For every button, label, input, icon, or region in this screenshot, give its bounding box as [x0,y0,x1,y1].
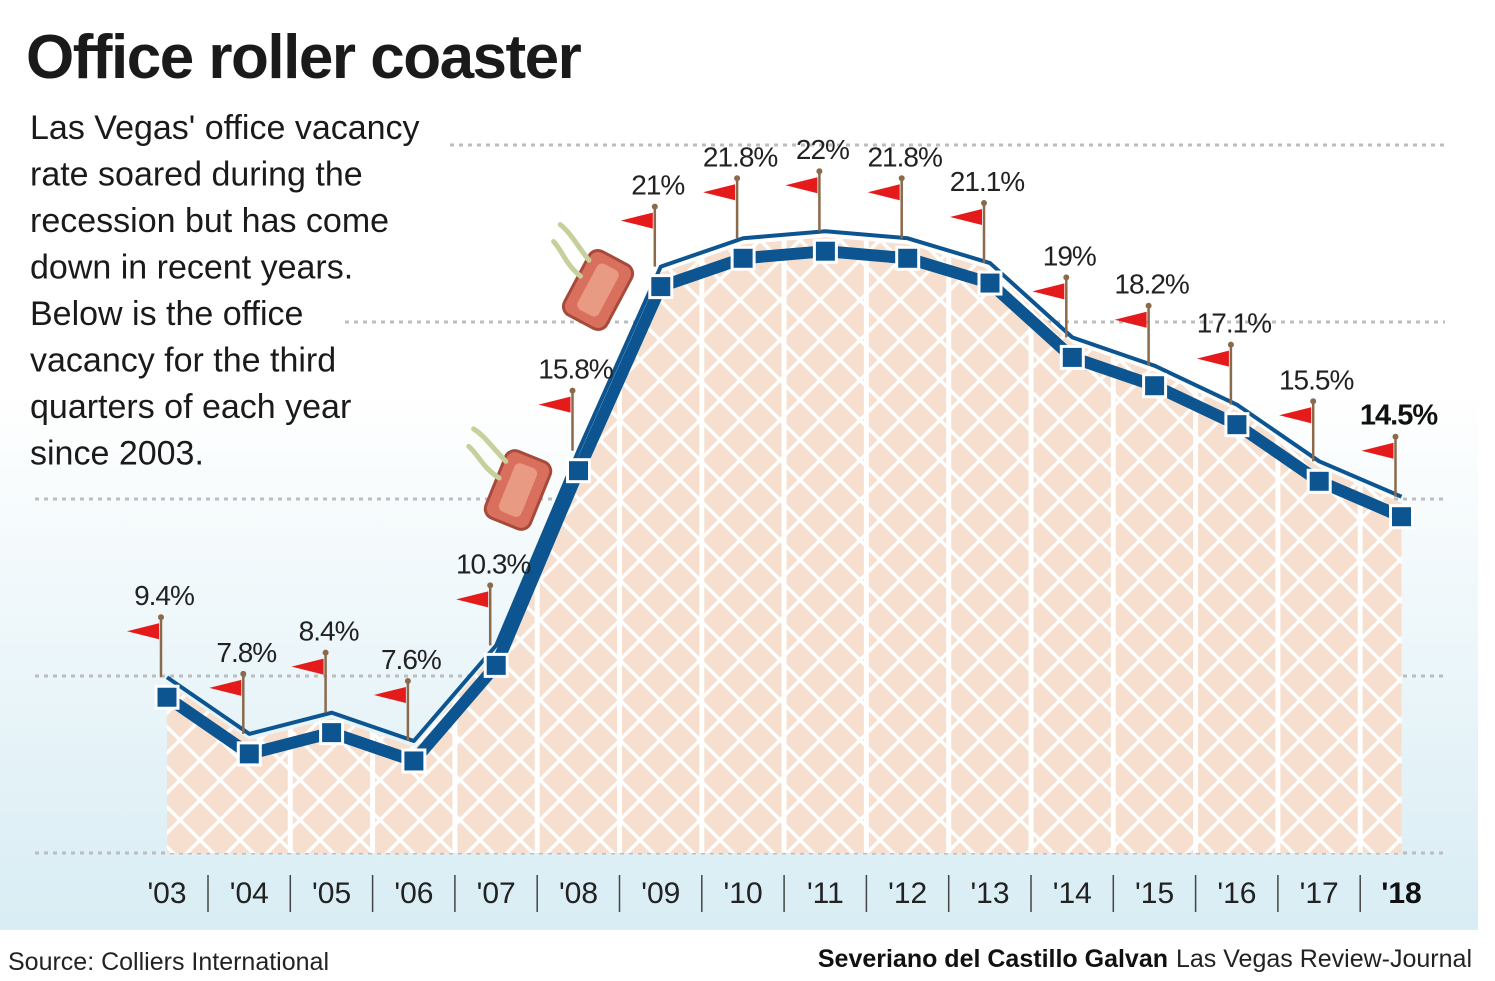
series-line-vacancy-rate [163,245,1404,767]
data-label: 22% [796,134,849,165]
x-tick-label: '16 [1217,877,1256,910]
data-point [648,274,674,300]
x-tick-label: '11 [807,877,844,910]
chart-title: Office roller coaster [26,23,582,92]
data-label: 21% [631,170,684,201]
x-tick-label: '08 [559,877,598,910]
coaster-car-icon [551,222,635,332]
flag-icon [950,200,987,264]
data-point [730,245,756,271]
credit-name: Severiano del Castillo Galvan [818,945,1168,973]
data-point [483,652,509,678]
series-line [163,229,1404,767]
description-line: down in recent years. [30,249,353,287]
flag-icon [1196,341,1234,405]
data-point [812,238,838,264]
x-tick-label: '15 [1135,877,1174,910]
data-point [895,245,921,271]
track-rail [165,229,1403,743]
data-point [236,741,262,767]
x-tick-label: '03 [147,877,186,910]
flag-icon [620,203,658,267]
flag-icon [785,168,823,232]
flags [127,168,1399,741]
x-tick-label: '13 [970,877,1009,910]
data-point [1389,504,1414,530]
description-line: quarters of each year [30,388,351,426]
x-tick-label: '09 [641,877,680,910]
flag-icon [538,387,576,451]
data-markers [154,238,1414,774]
x-tick-label: '07 [477,877,516,910]
data-label: 15.5% [1279,364,1353,395]
data-label: 19% [1043,240,1096,271]
source-note: Source: Colliers International [8,948,329,976]
description-line: since 2003. [30,435,204,473]
data-point [154,684,180,710]
data-label: 9.4% [134,580,194,611]
description-line: recession but has come [30,202,389,240]
x-tick-label: '18 [1381,877,1422,910]
data-label: 18.2% [1114,269,1188,300]
chart-description: Las Vegas' office vacancy rate soared dur… [30,109,420,473]
flag-icon [291,649,329,713]
x-tick-label: '10 [724,877,763,910]
data-point [1142,373,1168,399]
data-labels: 9.4% 7.8% 8.4% 7.6% 10.3% 15.8% 21% 21.8% 22% 21.… [134,134,1439,675]
data-point [1224,412,1250,438]
description-line: vacancy for the third [30,342,336,380]
x-axis: '03 '04 '05 '06 '07 '08 '09 '10 '11 '12 '13 '14 '15 '… [147,875,1422,912]
flag-icon [1361,433,1399,497]
description-line: Las Vegas' office vacancy [30,109,420,147]
x-tick-label: '05 [312,877,351,910]
data-point [1059,344,1085,370]
data-label: 15.8% [538,354,612,385]
data-point [401,748,427,774]
x-tick-label: '04 [230,877,269,910]
data-point [1306,468,1332,494]
flag-icon [373,677,411,741]
flag-icon [1114,302,1152,366]
credit-org: Las Vegas Review-Journal [1176,945,1472,973]
x-tick-label: '14 [1053,877,1092,910]
data-point [566,458,591,484]
data-label: 21.1% [950,166,1024,197]
data-point [319,720,345,746]
description-line: Below is the office [30,295,303,333]
credit: Severiano del Castillo Galvan Las Vegas R… [818,945,1472,973]
flag-icon [1279,398,1317,462]
data-label: 21.8% [867,141,941,172]
data-label: 8.4% [299,616,359,647]
x-tick-label: '12 [888,877,927,910]
description-line: rate soared during the [30,156,363,194]
x-tick-label: '17 [1300,877,1339,910]
data-label: 7.8% [216,637,276,668]
data-label: 10.3% [456,548,530,579]
data-label: 7.6% [381,644,441,675]
data-label: 14.5% [1360,400,1438,432]
data-point [977,270,1003,296]
flag-icon [703,175,741,239]
flag-icon [209,670,247,734]
flag-icon [867,175,905,239]
coaster-car-icon [466,426,553,531]
flag-icon [127,614,164,678]
x-tick-label: '06 [394,877,433,910]
coaster-cars [466,222,635,531]
data-label: 17.1% [1197,308,1271,339]
data-label: 21.8% [703,141,777,172]
flag-icon [1032,274,1070,338]
flag-icon [456,582,494,646]
